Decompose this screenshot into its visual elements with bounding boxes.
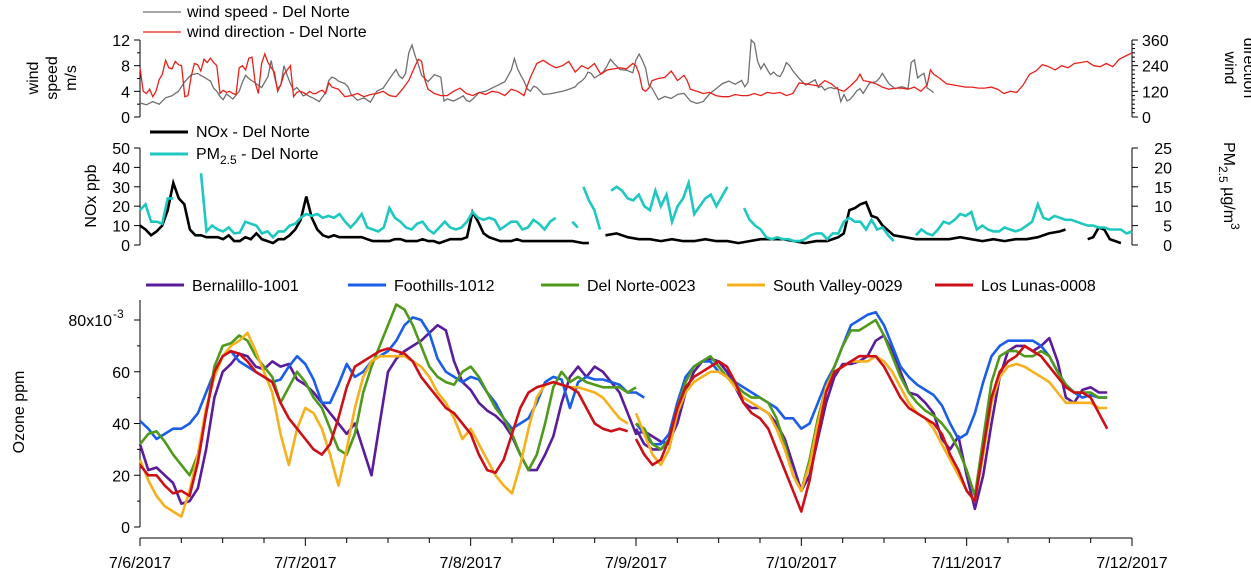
pm-series-line: [139, 197, 174, 226]
x-tick-label: 7/10/2017: [766, 555, 837, 572]
pm-series-line: [582, 186, 602, 230]
x-tick-label: 7/12/2017: [1096, 555, 1167, 572]
ozone-legend-label: Foothills-1012: [394, 278, 495, 295]
pm-series-line: [742, 207, 895, 243]
pm-right-tick-label: 0: [1163, 238, 1172, 255]
ozone-series-line: [635, 318, 1108, 498]
x-tick-label: 7/8/2017: [440, 555, 502, 572]
wind-right-tick-label: 0: [1142, 110, 1151, 127]
ozone-legend-label: Del Norte-0023: [587, 278, 696, 295]
nox-left-tick-label: 0: [121, 238, 130, 255]
wind-legend-label: wind speed - Del Norte: [186, 4, 350, 21]
wind-right-tick-label: 240: [1142, 59, 1169, 76]
ozone-series-line: [634, 354, 1108, 503]
nox-axis-label: NOx ppb: [83, 164, 100, 227]
nox-left-tick-label: 10: [112, 219, 130, 236]
wind-left-axis-label: wind: [25, 62, 42, 96]
ozone-series-line: [138, 323, 670, 505]
ozone-panel: 0 20 40 60 80x10 -3 Ozone ppm Bernalillo-1001 Fo…: [11, 278, 1109, 537]
ozone-series-line: [634, 310, 1108, 446]
ozone-legend-label: Los Lunas-0008: [981, 278, 1096, 295]
nox-legend-label: NOx - Del Norte: [196, 124, 310, 141]
ozone-series-line: [138, 303, 637, 477]
ozone-y-tick-label: 0: [121, 520, 130, 537]
nox-series-line: [139, 178, 589, 245]
nox-series-line: [605, 200, 1066, 245]
wind-left-axis-label: m/s: [63, 65, 80, 91]
x-axis: 7/6/2017 7/7/2017 7/8/2017 7/9/2017 7/10/201…: [109, 537, 1168, 572]
ozone-y-tick-exponent: -3: [113, 307, 124, 321]
x-tick-label: 7/6/2017: [109, 555, 171, 572]
pm-series-line: [199, 173, 557, 240]
nox-left-tick-label: 20: [112, 199, 130, 216]
ozone-series-line: [634, 344, 1109, 513]
ozone-legend-label: South Valley-0029: [773, 278, 903, 295]
wind-right-axis-label: direction: [1240, 38, 1251, 98]
nox-pm-panel: 0 10 20 30 40 50 0 5 10 15 20 25 NOx ppb PM2.5 µg/m3 N…: [83, 124, 1242, 255]
wind-legend-label: wind direction - Del Norte: [186, 24, 367, 41]
wind-series-line: [139, 38, 935, 106]
ozone-y-tick-label: 20: [112, 468, 130, 485]
pm-series-line: [571, 220, 579, 229]
pm-right-tick-label: 10: [1154, 199, 1172, 216]
wind-left-tick-label: 12: [112, 33, 130, 50]
wind-right-axis-label: wind: [1221, 51, 1238, 85]
nox-left-tick-label: 40: [112, 160, 130, 177]
x-tick-label: 7/9/2017: [605, 555, 667, 572]
x-tick-label: 7/11/2017: [932, 555, 1002, 572]
wind-series-line: [139, 51, 1133, 99]
wind-left-axis-label: speed: [44, 56, 61, 100]
ozone-y-tick-label: 80x10: [68, 313, 112, 330]
wind-left-tick-label: 4: [121, 84, 130, 101]
wind-right-tick-label: 120: [1142, 84, 1169, 101]
nox-left-tick-label: 50: [112, 141, 130, 158]
pm-right-tick-label: 5: [1163, 219, 1172, 236]
wind-left-tick-label: 0: [121, 110, 130, 127]
ozone-y-tick-label: 60: [112, 365, 130, 382]
ozone-y-tick-label: 40: [112, 417, 130, 434]
ozone-series-line: [138, 331, 629, 518]
ozone-legend-label: Bernalillo-1001: [192, 278, 299, 295]
pm-axis-label: PM2.5 µg/m3: [1216, 142, 1242, 230]
pm-right-tick-label: 25: [1154, 141, 1172, 158]
pm-series-line: [610, 177, 729, 227]
pm-right-tick-label: 15: [1154, 180, 1172, 197]
pm-series-line: [914, 200, 1133, 237]
wind-right-tick-label: 360: [1142, 33, 1169, 50]
pm-right-tick-label: 20: [1154, 160, 1172, 177]
nox-left-tick-label: 30: [112, 180, 130, 197]
x-tick-label: 7/7/2017: [274, 555, 336, 572]
ozone-series-line: [138, 347, 629, 498]
nox-series-line: [1087, 225, 1122, 245]
nox-legend-label: PM2.5 - Del Norte: [196, 146, 319, 167]
wind-left-tick-label: 8: [121, 59, 130, 76]
ozone-axis-label: Ozone ppm: [11, 371, 28, 454]
